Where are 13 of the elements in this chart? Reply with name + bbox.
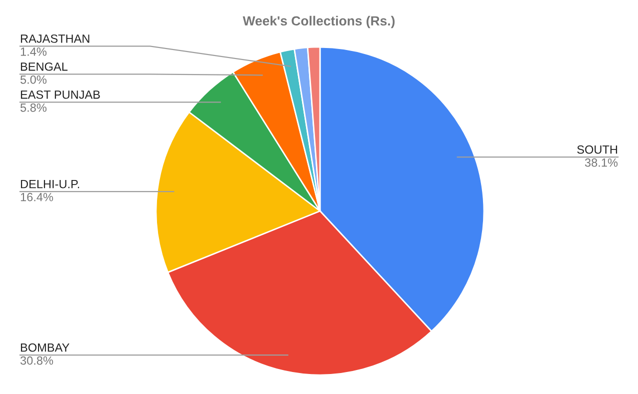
data-label: 30.8% [20,356,54,365]
data-label: 1.4% [20,48,46,56]
data-label: 38.1% [584,158,618,167]
slice-label: DELHI-U.P. [20,180,80,188]
chart-title: Week's Collections (Rs.) [242,16,395,28]
slice-label: BENGAL [20,62,68,71]
slice-label: BOMBAY [20,343,70,352]
data-label: 16.4% [20,192,54,202]
slice-label: SOUTH [577,145,618,154]
slice-label: RAJASTHAN [20,34,90,43]
data-label: 5.0% [20,75,46,84]
data-label: 5.8% [20,103,46,112]
slice-label: EAST PUNJAB [20,90,100,99]
